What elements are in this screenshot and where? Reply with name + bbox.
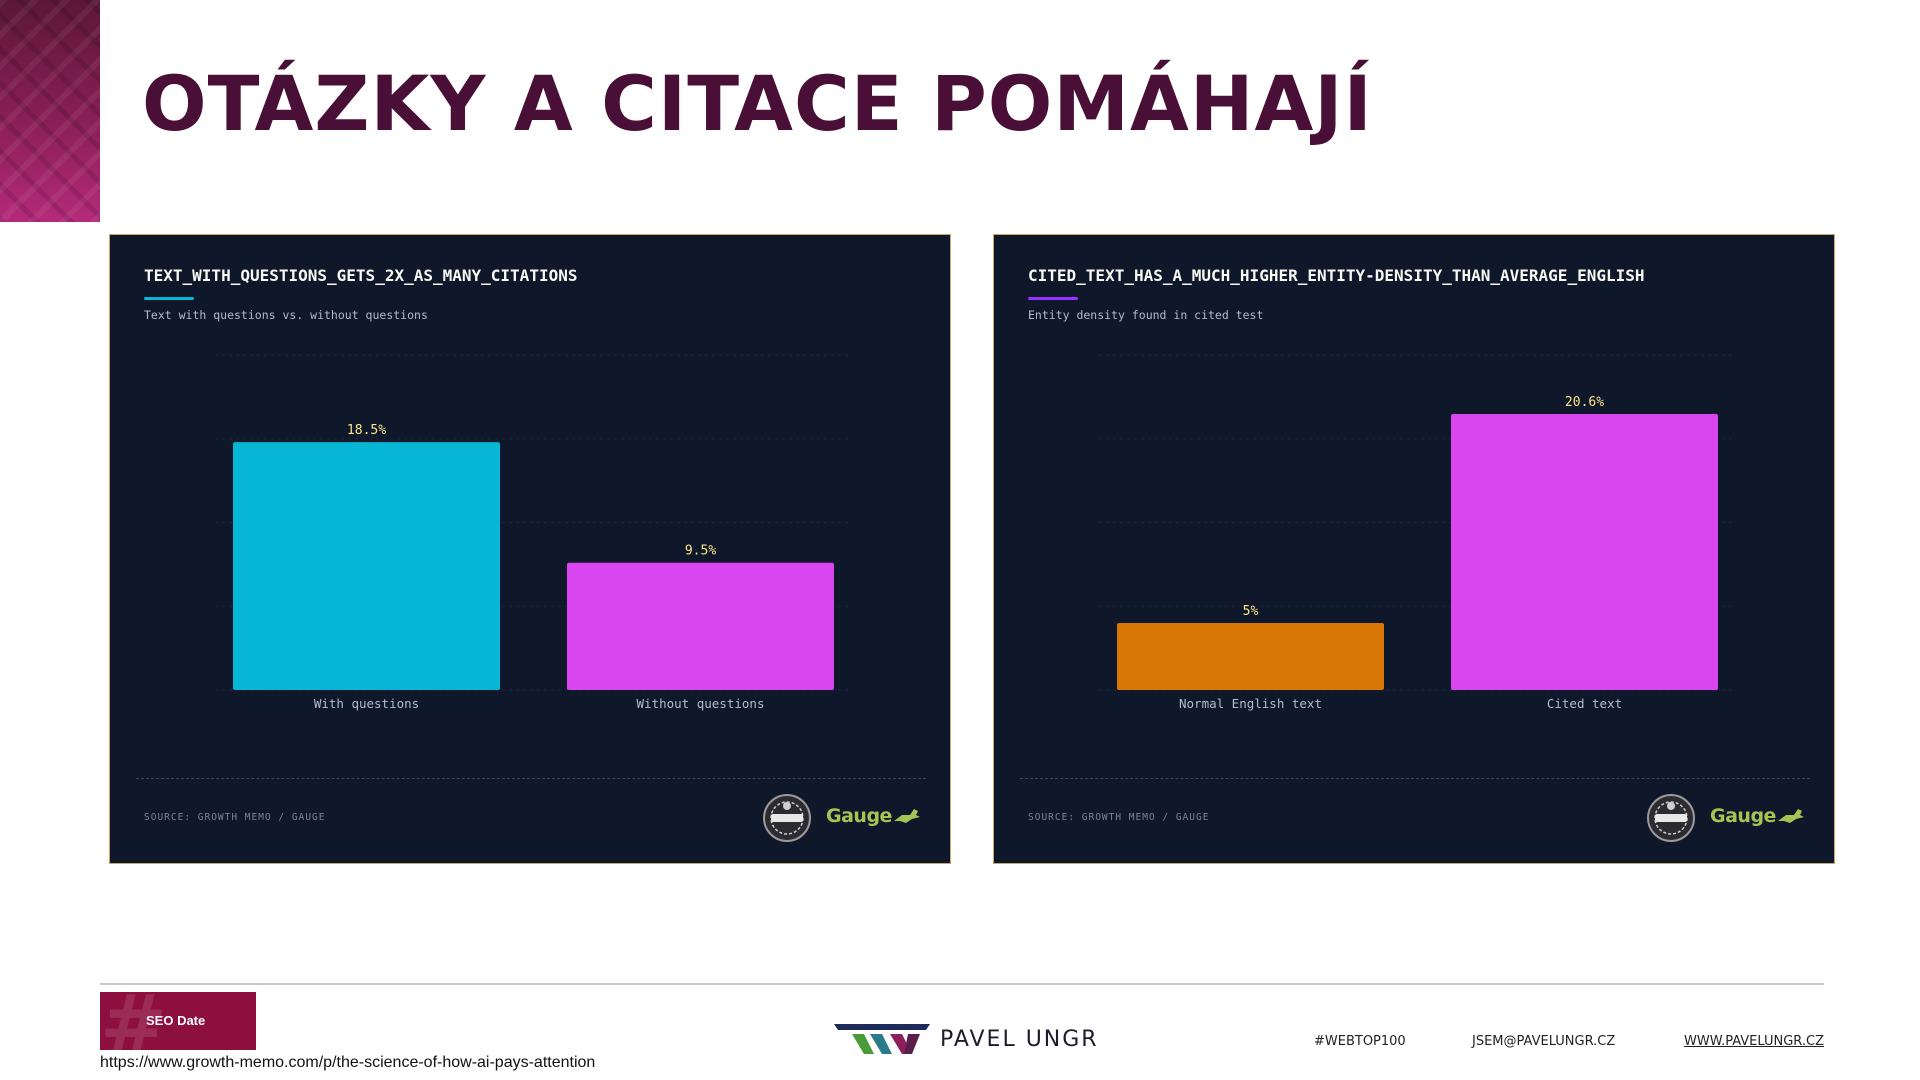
category-label: Normal English text xyxy=(1179,696,1322,711)
chart-panel-questions: TEXT_WITH_QUESTIONS_GETS_2X_AS_MANY_CITA… xyxy=(109,234,951,864)
data-label: 9.5% xyxy=(685,544,716,559)
growth-memo-badge-icon xyxy=(763,794,811,842)
title-underline xyxy=(144,297,194,300)
bar-chart-questions: 18.5% With questions 9.5% Without questions xyxy=(215,354,852,711)
chart-title: CITED_TEXT_HAS_A_MUCH_HIGHER_ENTITY-DENS… xyxy=(1028,266,1645,285)
corner-decoration xyxy=(0,0,100,222)
panel-divider xyxy=(1020,778,1810,779)
gauge-dog-icon xyxy=(894,809,920,823)
data-label: 20.6% xyxy=(1565,395,1604,410)
gauge-logo: Gauge xyxy=(826,805,892,827)
seo-date-label: SEO Date xyxy=(146,1013,206,1028)
data-label: 18.5% xyxy=(347,423,386,438)
website-link[interactable]: WWW.PAVELUNGR.CZ xyxy=(1684,1034,1824,1049)
bar xyxy=(1117,623,1384,690)
bar-chart-entity-density: 5% Normal English text 20.6% Cited text xyxy=(1099,354,1736,711)
seo-date-logo: # SEO Date xyxy=(100,992,256,1050)
hashtag-label: #WEBTOP100 xyxy=(1314,1034,1406,1049)
bar xyxy=(1451,413,1718,690)
hash-icon: # xyxy=(100,992,168,1050)
growth-memo-badge-icon xyxy=(1647,794,1695,842)
source-label: SOURCE: GROWTH MEMO / GAUGE xyxy=(144,812,326,823)
bar xyxy=(233,442,500,690)
slide-title: OTÁZKY A CITACE POMÁHAJÍ xyxy=(142,59,1373,148)
pavel-ungr-logo-icon xyxy=(834,1024,930,1054)
brand-name: PAVEL UNGR xyxy=(940,1027,1099,1052)
category-label: Cited text xyxy=(1547,696,1622,711)
category-label: With questions xyxy=(314,696,419,711)
source-label: SOURCE: GROWTH MEMO / GAUGE xyxy=(1028,812,1210,823)
email-link[interactable]: JSEM@PAVELUNGR.CZ xyxy=(1472,1034,1616,1049)
category-label: Without questions xyxy=(637,696,765,711)
source-url[interactable]: https://www.growth-memo.com/p/the-scienc… xyxy=(100,1054,596,1071)
title-underline xyxy=(1028,297,1078,300)
chart-title: TEXT_WITH_QUESTIONS_GETS_2X_AS_MANY_CITA… xyxy=(144,266,578,285)
footer-divider xyxy=(100,983,1824,985)
data-label: 5% xyxy=(1243,604,1259,619)
chart-subtitle: Text with questions vs. without question… xyxy=(144,308,428,322)
gauge-logo: Gauge xyxy=(1710,805,1776,827)
chart-subtitle: Entity density found in cited test xyxy=(1028,308,1264,322)
chart-panel-entity-density: CITED_TEXT_HAS_A_MUCH_HIGHER_ENTITY-DENS… xyxy=(993,234,1835,864)
panel-divider xyxy=(136,778,926,779)
gauge-dog-icon xyxy=(1778,809,1804,823)
bar xyxy=(567,562,834,690)
